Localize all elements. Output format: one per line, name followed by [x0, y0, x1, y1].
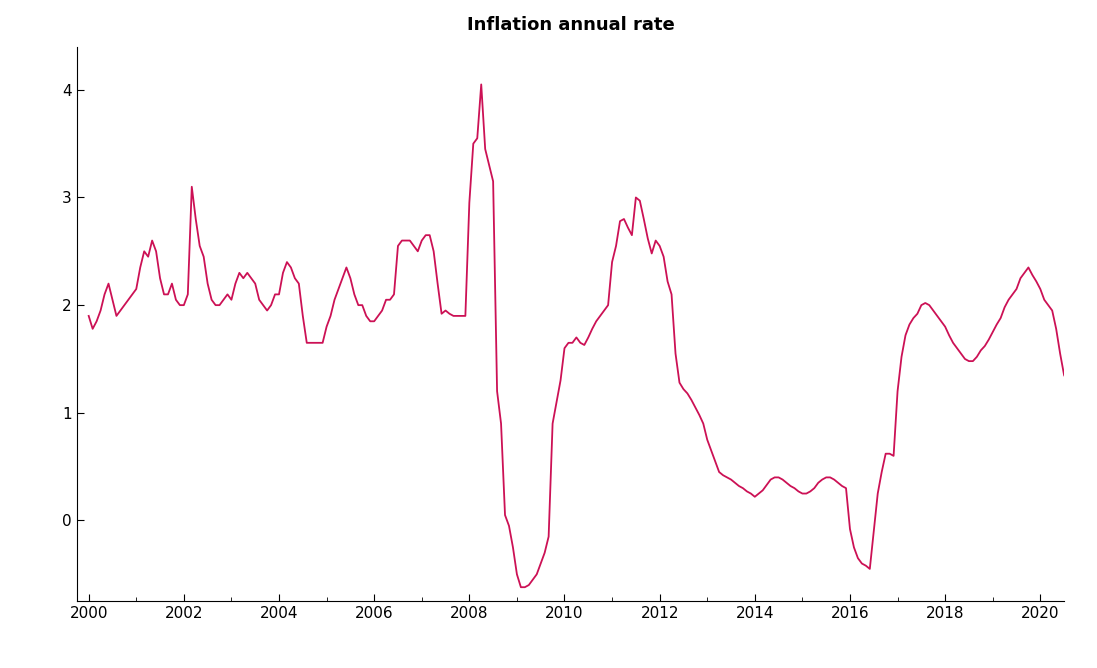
Title: Inflation annual rate: Inflation annual rate — [466, 16, 675, 34]
